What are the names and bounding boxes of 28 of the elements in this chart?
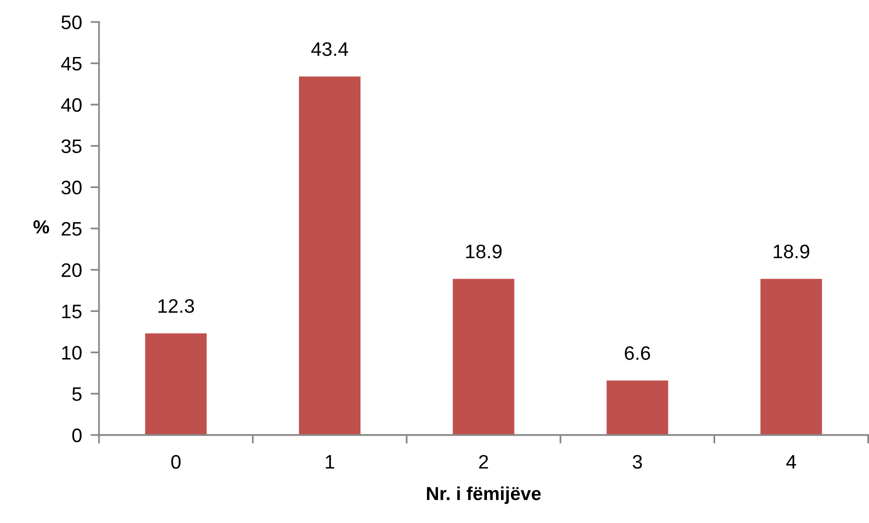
y-tick-label: 50 xyxy=(61,15,82,30)
bar xyxy=(298,76,361,435)
x-tick-label: 1 xyxy=(326,455,334,469)
bar xyxy=(145,333,207,435)
y-tick-label: 25 xyxy=(62,222,82,236)
y-tick-label: 15 xyxy=(62,304,82,318)
x-tick-label: 0 xyxy=(171,454,181,469)
data-label: 6.6 xyxy=(624,346,650,360)
y-tick-label: 20 xyxy=(62,263,82,278)
x-tick-label: 3 xyxy=(632,454,642,469)
y-tick-label: 5 xyxy=(72,387,82,401)
x-tick-label: 2 xyxy=(479,454,488,469)
y-tick-label: 0 xyxy=(72,428,82,442)
x-axis-title: Nr. i fëmijëve xyxy=(426,486,541,504)
bar xyxy=(606,380,668,435)
y-tick-label: 10 xyxy=(62,346,82,360)
data-label: 18.9 xyxy=(466,244,502,258)
x-tick-label: 4 xyxy=(786,455,796,469)
data-label: 43.4 xyxy=(311,42,348,56)
y-axis-title: % xyxy=(33,220,50,234)
data-label: 12.3 xyxy=(158,299,194,313)
y-tick-label: 45 xyxy=(61,56,82,71)
y-tick-label: 35 xyxy=(61,139,82,154)
y-tick-label: 30 xyxy=(61,180,82,194)
data-label: 18.9 xyxy=(774,244,810,258)
y-tick-label: 40 xyxy=(61,98,82,112)
bar xyxy=(452,278,514,435)
bar xyxy=(760,278,822,435)
